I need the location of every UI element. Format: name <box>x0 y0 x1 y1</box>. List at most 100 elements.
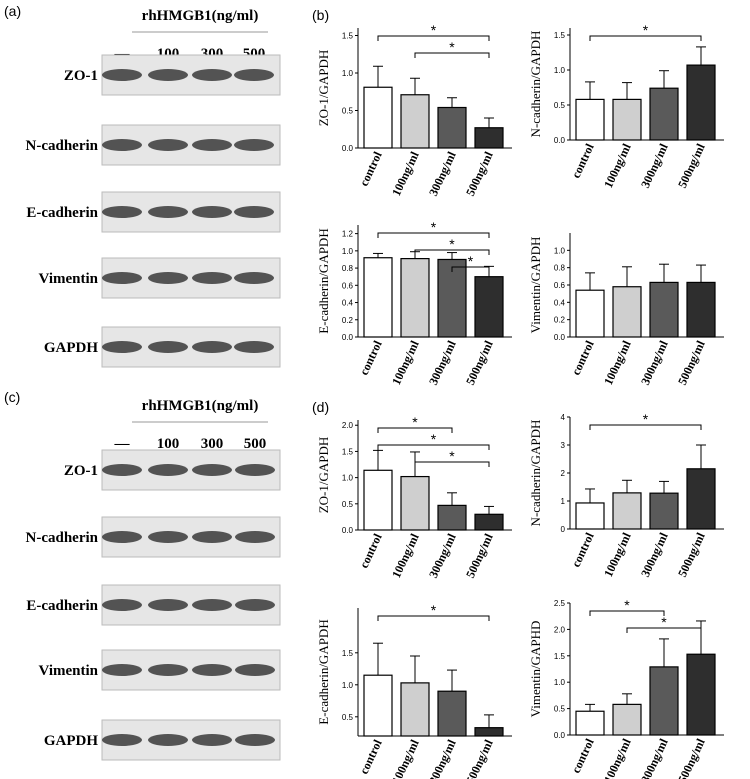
band <box>102 734 142 746</box>
bar <box>474 513 504 531</box>
bar <box>612 492 642 530</box>
band <box>148 734 188 746</box>
x-tick-label: 500ng/ml <box>463 338 496 387</box>
bar <box>612 286 642 338</box>
y-tick-label: 2.0 <box>554 625 566 634</box>
y-tick-label: 1.5 <box>554 652 566 661</box>
significance-label: * <box>431 602 437 618</box>
y-tick-label: 1 <box>561 497 566 506</box>
bar <box>575 289 605 338</box>
bar <box>474 127 504 149</box>
band <box>148 531 188 543</box>
y-tick-label: 0.8 <box>342 264 354 273</box>
y-tick-label: 1.5 <box>342 447 354 456</box>
bar <box>474 727 504 737</box>
bar <box>400 475 430 531</box>
significance-bracket <box>626 627 702 633</box>
significance-bracket <box>589 424 702 430</box>
band <box>102 272 142 284</box>
significance-bracket <box>589 35 702 41</box>
band <box>234 206 274 218</box>
bar <box>474 276 504 338</box>
row-label: N-cadherin <box>26 138 99 154</box>
y-tick-label: 1.5 <box>342 649 354 658</box>
bar <box>686 281 716 338</box>
bar <box>363 257 393 338</box>
significance-bracket <box>414 461 490 467</box>
y-tick-label: 1.0 <box>342 247 354 256</box>
y-axis-label: Vimentin/GAPHD <box>528 621 543 718</box>
band <box>235 599 275 611</box>
y-tick-label: 0.6 <box>554 281 566 290</box>
significance-label: * <box>643 411 649 427</box>
row-label: ZO-1 <box>64 68 98 84</box>
y-tick-label: 0.5 <box>342 107 354 116</box>
band <box>148 206 188 218</box>
y-tick-label: 0.5 <box>342 500 354 509</box>
y-tick-label: 0.4 <box>342 299 354 308</box>
y-axis-label: ZO-1/GAPDH <box>316 437 331 514</box>
y-tick-label: 1.0 <box>554 66 566 75</box>
row-label: N-cadherin <box>26 530 99 546</box>
x-tick-label: control <box>569 338 597 378</box>
significance-bracket <box>451 266 490 272</box>
significance-label: * <box>431 219 437 235</box>
y-tick-label: 0.0 <box>342 333 354 342</box>
y-axis-label: N-cadherin/GAPDH <box>528 420 543 527</box>
significance-label: * <box>412 414 418 430</box>
significance-bracket <box>377 35 490 41</box>
x-tick-label: 500ng/ml <box>675 141 708 190</box>
y-tick-label: 1.5 <box>554 31 566 40</box>
band <box>192 272 232 284</box>
y-tick-label: 0.6 <box>342 281 354 290</box>
band <box>102 664 142 676</box>
x-tick-label: 500ng/ml <box>675 736 708 779</box>
significance-bracket <box>377 444 490 450</box>
band <box>234 272 274 284</box>
band <box>192 341 232 353</box>
y-tick-label: 1.0 <box>342 474 354 483</box>
band <box>235 531 275 543</box>
y-tick-label: 1.0 <box>554 678 566 687</box>
x-tick-label: 300ng/ml <box>426 737 459 779</box>
y-tick-label: 1.0 <box>554 246 566 255</box>
treatment-label: rhHMGB1(ng/ml) <box>142 8 259 24</box>
y-tick-label: 1.0 <box>342 681 354 690</box>
y-tick-label: 0.5 <box>342 713 354 722</box>
band <box>102 341 142 353</box>
bar <box>612 98 642 141</box>
x-tick-label: control <box>357 737 385 777</box>
bar <box>575 710 605 736</box>
y-tick-label: 1.2 <box>342 230 354 239</box>
y-axis-label: ZO-1/GAPDH <box>316 50 331 127</box>
bar <box>612 703 642 736</box>
lane-label: 300 <box>201 436 224 452</box>
y-tick-label: 2.5 <box>554 599 566 608</box>
band <box>192 69 232 81</box>
bar <box>437 690 467 737</box>
x-tick-label: 300ng/ml <box>638 141 671 190</box>
significance-label: * <box>449 448 455 464</box>
row-label: E-cadherin <box>26 598 98 614</box>
band <box>192 664 232 676</box>
bar <box>363 469 393 531</box>
y-tick-label: 4 <box>561 413 566 422</box>
band <box>148 464 188 476</box>
lane-label: 500 <box>244 436 267 452</box>
significance-label: * <box>468 253 474 269</box>
panel-label: (a) <box>4 3 21 19</box>
bar <box>575 502 605 530</box>
y-tick-label: 0 <box>561 525 566 534</box>
band <box>102 206 142 218</box>
band <box>192 206 232 218</box>
significance-label: * <box>661 614 667 630</box>
bar <box>649 87 679 141</box>
row-label: GAPDH <box>44 340 98 356</box>
bar <box>400 258 430 338</box>
band <box>192 531 232 543</box>
significance-bracket <box>377 427 453 433</box>
y-tick-label: 0.2 <box>342 316 354 325</box>
x-tick-label: 100ng/ml <box>601 530 634 579</box>
band <box>102 69 142 81</box>
y-tick-label: 0.5 <box>554 705 566 714</box>
